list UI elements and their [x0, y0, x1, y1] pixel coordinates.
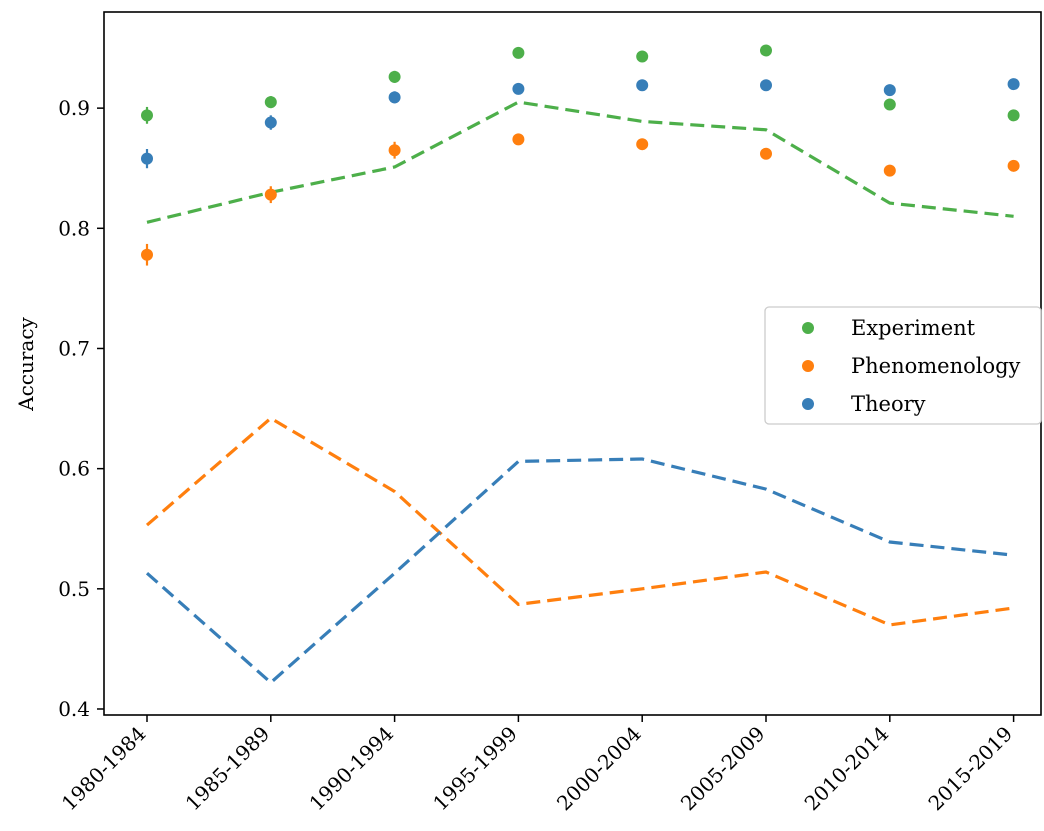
phenomenology-point: [883, 164, 896, 177]
x-tick-label: 1985-1989: [181, 722, 275, 816]
phenomenology-point: [1007, 159, 1020, 172]
x-tick-label: 1980-1984: [57, 722, 151, 816]
y-tick-label: 0.8: [58, 216, 90, 240]
dashed-line-2: [145, 457, 1014, 685]
legend-marker-phenomenology: [802, 360, 814, 372]
legend-label-theory: Theory: [851, 392, 926, 416]
x-tick-label: 2000-2004: [552, 722, 646, 816]
experiment-point: [760, 44, 772, 57]
theory-point: [760, 79, 772, 92]
x-tick-label: 1995-1999: [428, 722, 522, 816]
theory-point: [141, 152, 153, 165]
plot-marks: [141, 44, 1020, 685]
y-tick-label: 0.9: [58, 96, 90, 120]
experiment-point: [883, 98, 896, 111]
theory-point: [388, 91, 401, 104]
y-tick-label: 0.7: [58, 336, 90, 360]
experiment-point: [512, 46, 525, 59]
phenomenology-point: [636, 138, 649, 151]
legend-marker-experiment: [802, 322, 814, 334]
legend-box: [764, 306, 1042, 425]
x-tick-label: 2005-2009: [676, 722, 770, 816]
experiment-point: [1007, 109, 1020, 122]
y-tick-label: 0.5: [58, 577, 90, 601]
phenomenology-point: [141, 248, 153, 261]
theory-point: [636, 79, 649, 92]
theory-point: [883, 84, 896, 97]
experiment-point: [636, 50, 649, 63]
experiment-point: [264, 96, 277, 109]
dashed-line-1: [145, 416, 1014, 627]
phenomenology-point: [760, 147, 772, 160]
legend-label-experiment: Experiment: [851, 316, 976, 340]
legend-label-phenomenology: Phenomenology: [851, 354, 1021, 378]
experiment-point: [388, 70, 401, 83]
theory-point: [264, 116, 277, 129]
phenomenology-point: [388, 144, 401, 157]
y-tick-label: 0.4: [58, 697, 90, 721]
theory-point: [512, 82, 525, 95]
legend: Experiment Phenomenology Theory: [764, 306, 1042, 425]
x-tick-label: 2010-2014: [800, 722, 894, 816]
y-axis-label: Accuracy: [14, 316, 38, 411]
x-tick-label: 1990-1994: [304, 722, 398, 816]
dashed-line-0: [146, 100, 1014, 224]
y-tick-label: 0.6: [58, 457, 90, 481]
phenomenology-point: [264, 188, 277, 201]
theory-point: [1007, 78, 1020, 91]
axes: 0.4 0.5 0.6 0.7 0.8 0.9 1980-1984 1985-1989 1990…: [57, 96, 1017, 815]
experiment-point: [141, 109, 153, 122]
x-tick-label: 2015-2019: [923, 722, 1017, 816]
phenomenology-point: [512, 133, 525, 146]
legend-marker-theory: [802, 398, 814, 410]
